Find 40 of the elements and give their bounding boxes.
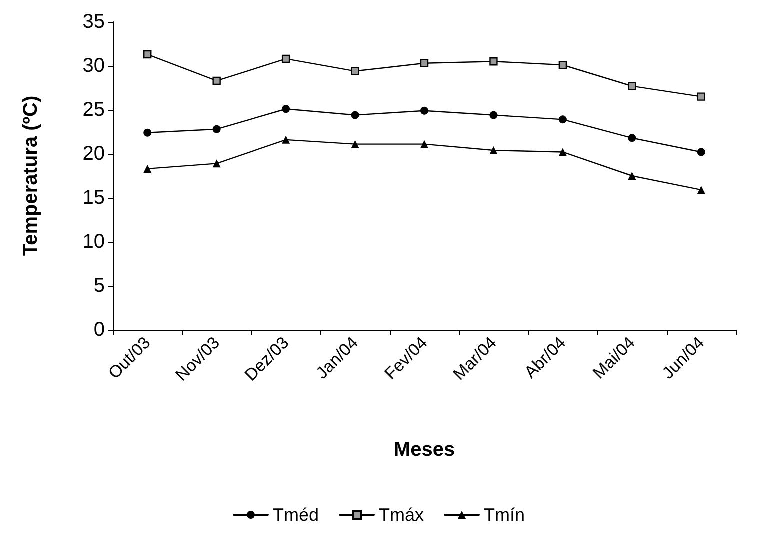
y-tick-label: 20	[82, 143, 105, 165]
point	[212, 125, 221, 134]
point	[558, 148, 567, 156]
point	[144, 128, 152, 137]
point	[144, 164, 152, 173]
point	[351, 140, 360, 148]
y-tick-label: 5	[94, 275, 105, 297]
point	[351, 111, 360, 120]
point	[558, 61, 568, 70]
point	[212, 160, 221, 168]
point	[490, 146, 498, 154]
point	[558, 116, 567, 124]
point	[420, 59, 429, 68]
y-tick-label: 10	[82, 231, 105, 253]
point	[212, 76, 221, 86]
point	[628, 172, 636, 180]
point	[490, 58, 498, 66]
y-tick-label: 0	[94, 319, 105, 341]
point	[282, 54, 290, 64]
y-axis-title: Temperatura (ºC)	[20, 96, 42, 256]
point	[351, 67, 360, 76]
point	[697, 186, 706, 194]
point	[282, 136, 290, 144]
point	[420, 106, 428, 115]
point	[420, 140, 428, 148]
point	[697, 92, 706, 101]
point	[144, 50, 152, 59]
x-axis-title: Meses	[394, 439, 456, 461]
point	[282, 105, 290, 114]
y-tick-label: 30	[82, 55, 105, 77]
legend-label: Tmín	[484, 505, 526, 525]
point	[628, 134, 636, 142]
legend-label: Tmáx	[379, 505, 424, 525]
y-tick-label: 25	[82, 99, 105, 121]
y-tick-label: 15	[82, 187, 105, 209]
point	[490, 111, 498, 120]
legend-label: Tméd	[272, 505, 320, 525]
y-tick-label: 35	[82, 11, 105, 33]
point	[628, 82, 636, 90]
point	[697, 148, 706, 156]
